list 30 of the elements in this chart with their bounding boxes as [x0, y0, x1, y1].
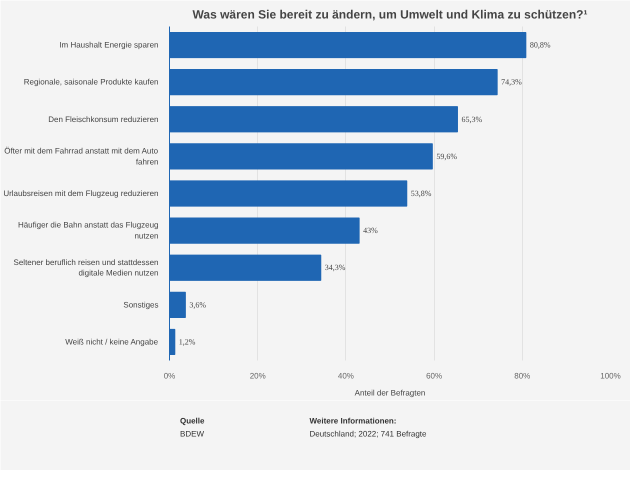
x-tick-label: 100% [600, 372, 621, 380]
text: Weitere Informationen: [310, 416, 396, 426]
y-tick-label: Öfter mit dem Fahrrad anstatt mit dem Auto fahren [4, 146, 159, 166]
y-tick-label: Den Fleischkonsum reduzieren [48, 114, 159, 124]
x-tick-label: 80% [514, 372, 530, 380]
x-axis-title: Anteil der Befragten [354, 388, 426, 398]
data-label: 80,8% [530, 40, 551, 50]
text: Deutschland; 2022; 741 Befragte [310, 430, 428, 438]
data-label: 53,8% [410, 189, 432, 198]
x-tick-label: 60% [426, 372, 442, 380]
y-tick-label: Regionale, saisonale Produkte kaufen [24, 78, 159, 87]
y-tick-label: Urlaubsreisen mit dem Flugzeug reduzieren [3, 189, 159, 198]
text: Quelle [180, 416, 206, 426]
y-tick-label: Weiß nicht / keine Angabe [65, 337, 159, 346]
x-tick-label: 20% [250, 372, 266, 380]
x-tick-label: 0% [164, 372, 176, 380]
y-tick-label: Häufiger die Bahn anstatt das Flugzeug nutzen [18, 220, 159, 241]
y-tick-label: Sonstiges [123, 300, 159, 310]
data-label: 1,2% [178, 337, 196, 346]
y-tick-label: Im Haushalt Energie sparen [59, 40, 159, 50]
chart-title: Was wären Sie bereit zu ändern, um Umwelt und Klima zu schützen?¹ [192, 8, 588, 22]
data-label: 34,3% [324, 263, 346, 272]
data-label: 43% [363, 226, 378, 236]
data-label: 3,6% [189, 300, 206, 310]
text: BDEW [180, 430, 204, 438]
data-label: 74,3% [501, 78, 522, 87]
y-tick-label: Seltener beruflich reisen und stattdessen digitale Medien nutzen [14, 258, 159, 278]
x-tick-label: 40% [338, 372, 354, 380]
data-label: 59,6% [436, 152, 458, 161]
data-label: 65,3% [461, 114, 482, 124]
